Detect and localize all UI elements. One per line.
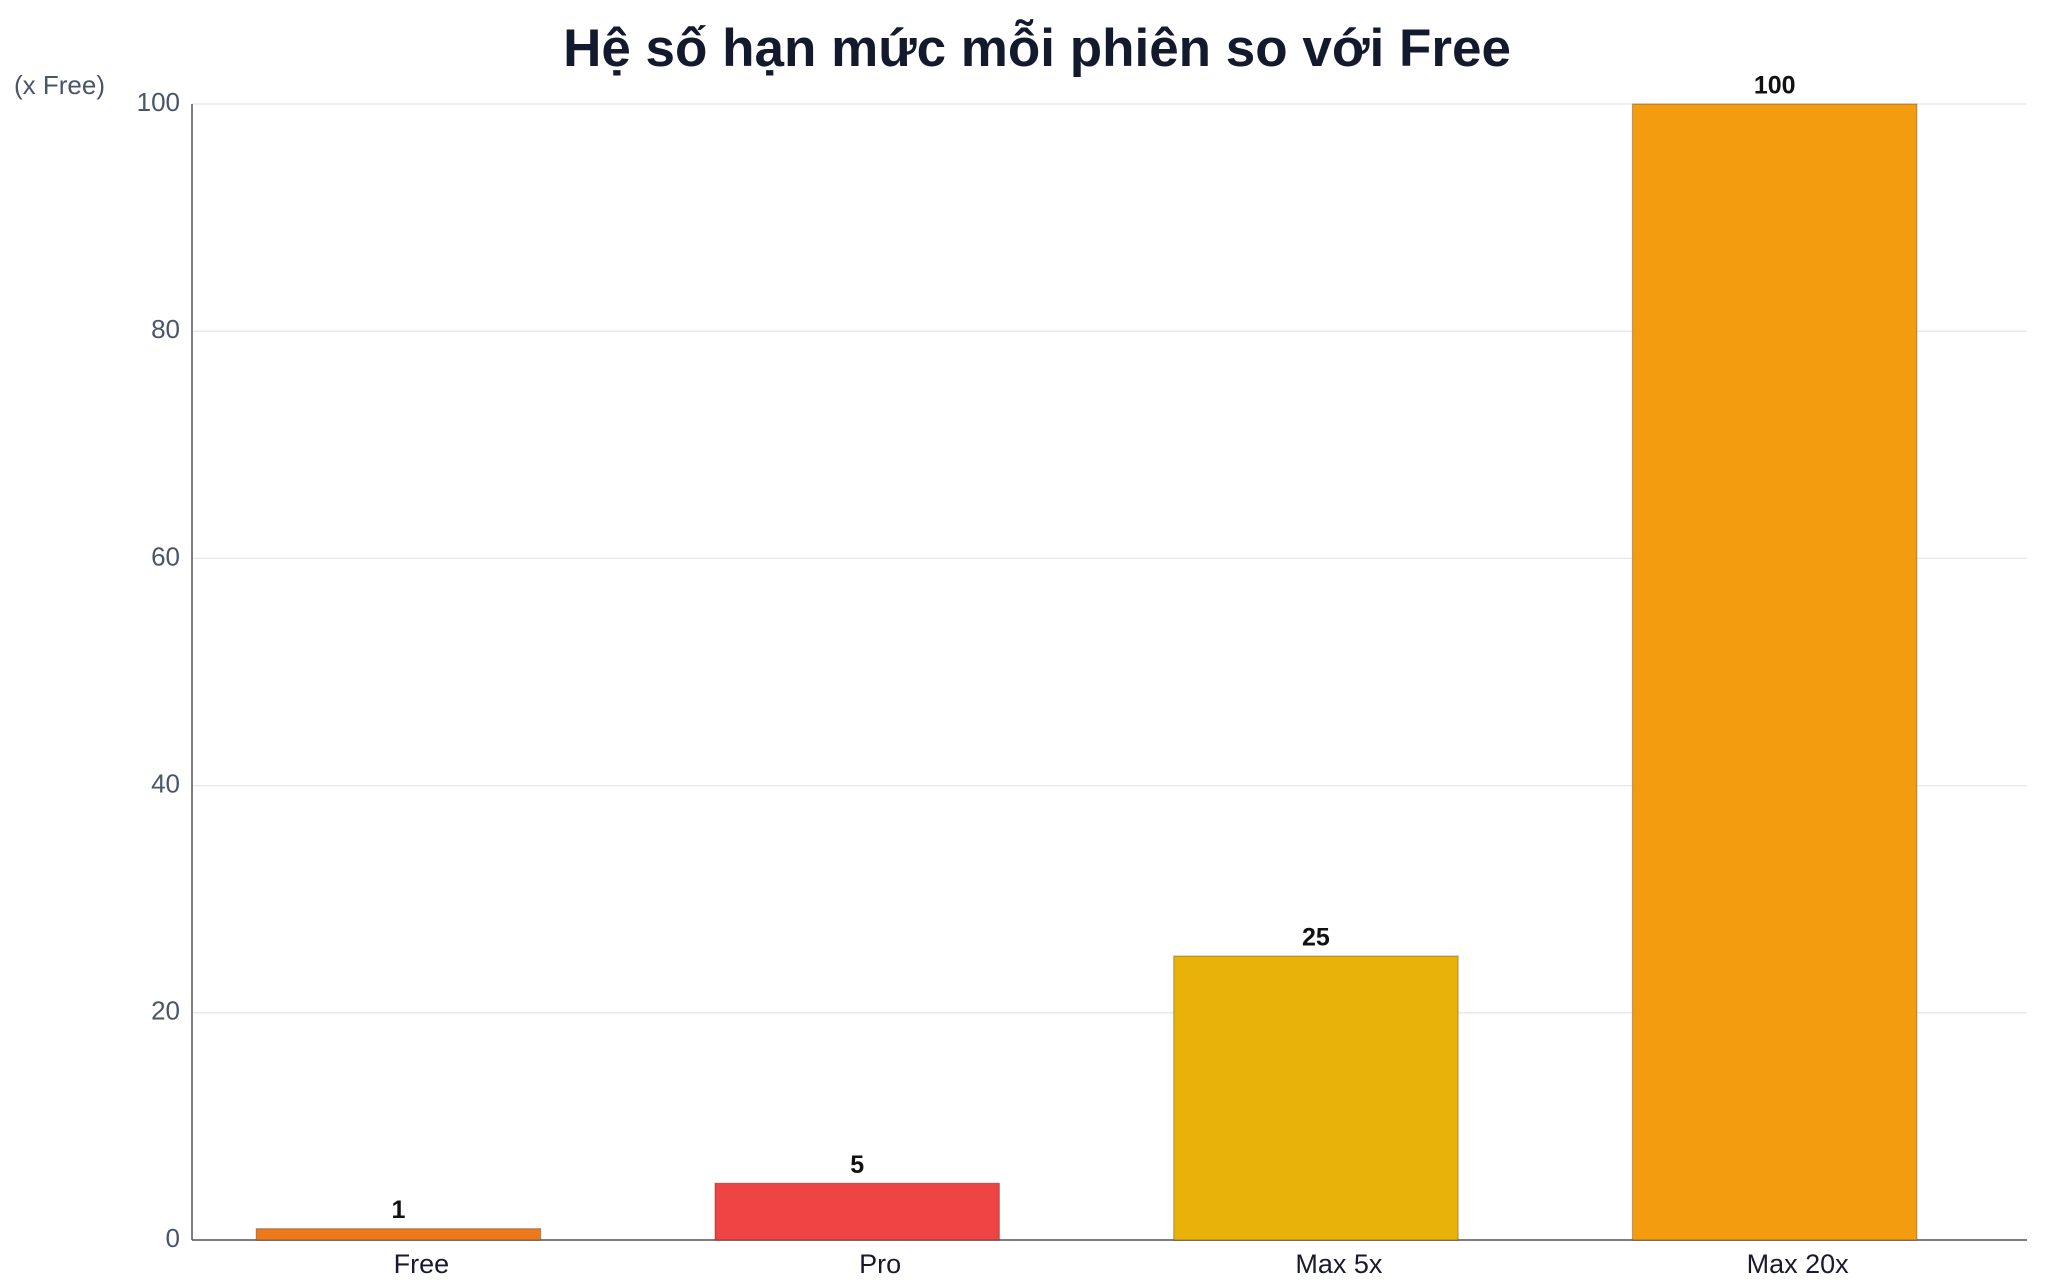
x-tick-label: Max 20x (1747, 1249, 1850, 1279)
y-axis-label: (x Free) (14, 70, 105, 100)
value-label: 5 (850, 1151, 864, 1179)
y-tick-label: 100 (137, 87, 180, 117)
value-label: 100 (1754, 72, 1796, 100)
y-tick-label: 40 (151, 768, 180, 798)
y-tick-label: 60 (151, 541, 180, 571)
x-tick-label: Pro (859, 1249, 901, 1279)
value-label: 25 (1302, 924, 1330, 952)
value-label: 1 (391, 1196, 405, 1224)
y-tick-label: 20 (151, 996, 180, 1026)
x-tick-label: Free (394, 1249, 450, 1279)
y-tick-label: 80 (151, 314, 180, 344)
bar (714, 1182, 1000, 1241)
y-tick-label: 0 (166, 1223, 180, 1253)
bar (1173, 955, 1459, 1241)
bar (255, 1228, 542, 1241)
x-tick-label: Max 5x (1295, 1249, 1383, 1279)
bar (1631, 103, 1918, 1241)
chart-title: Hệ số hạn mức mỗi phiên so với Free (563, 18, 1511, 78)
